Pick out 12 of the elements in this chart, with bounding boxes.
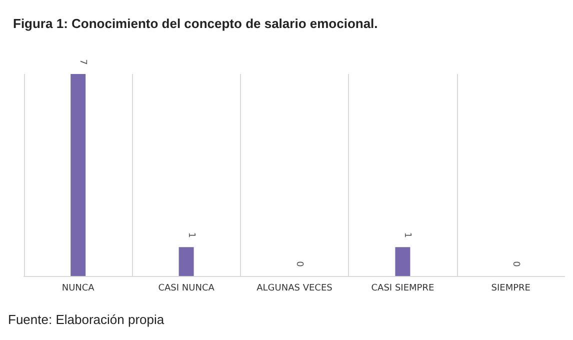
x-tick-label: CASI NUNCA — [158, 284, 216, 294]
data-label: 7 — [78, 59, 88, 65]
x-tick-label: ALGUNAS VECES — [256, 284, 333, 294]
chart-title: Figura 1: Conocimiento del concepto de salario emocional. — [13, 16, 378, 31]
data-label: 1 — [186, 232, 196, 238]
data-label: 0 — [510, 261, 520, 268]
data-label: 0 — [294, 261, 304, 268]
source-note: Fuente: Elaboración propia — [8, 312, 165, 327]
data-label: 1 — [402, 232, 412, 238]
x-tick-label: SIEMPRE — [491, 284, 531, 294]
x-tick-label: NUNCA — [62, 284, 96, 294]
x-tick-label: CASI SIEMPRE — [371, 284, 434, 294]
